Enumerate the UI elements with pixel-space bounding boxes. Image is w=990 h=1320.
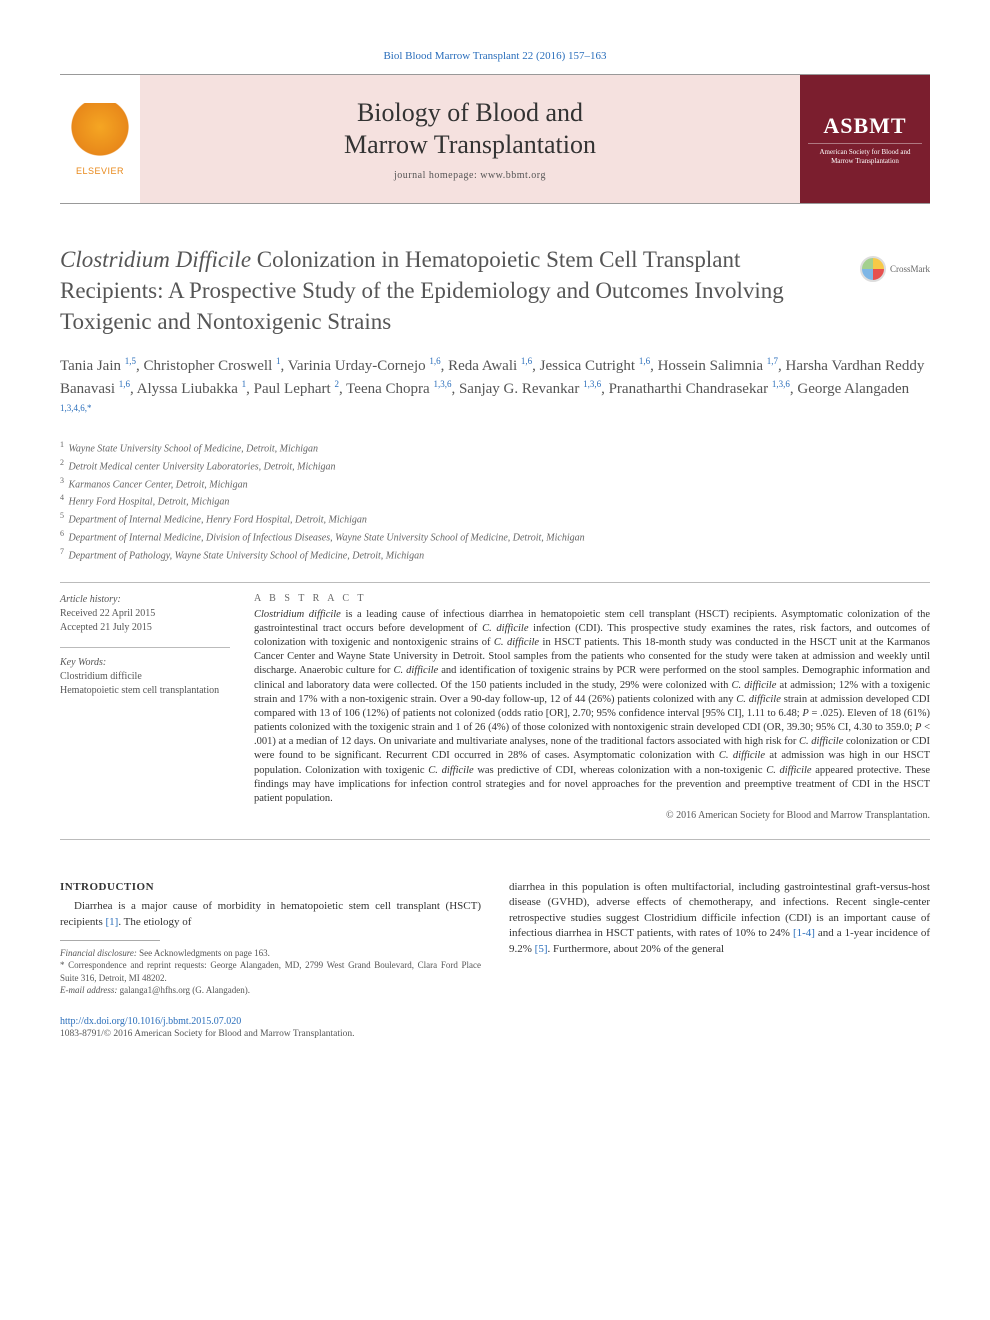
financial-disclosure-label: Financial disclosure: (60, 948, 137, 958)
issn-line: 1083-8791/© 2016 American Society for Bl… (60, 1029, 930, 1039)
affiliation: 1 Wayne State University School of Medic… (60, 439, 930, 457)
journal-title-block: Biology of Blood and Marrow Transplantat… (140, 75, 800, 203)
society-logo-box: ASBMT American Society for Blood and Mar… (800, 75, 930, 203)
journal-name-line1: Biology of Blood and (357, 98, 583, 127)
affiliation: 6 Department of Internal Medicine, Divis… (60, 528, 930, 546)
journal-header: ELSEVIER Biology of Blood and Marrow Tra… (60, 74, 930, 204)
publisher-logo-box: ELSEVIER (60, 75, 140, 203)
email-label: E-mail address: (60, 985, 117, 995)
keywords-label: Key Words: (60, 656, 230, 670)
correspondence-email[interactable]: galanga1@hfhs.org (G. Alangaden). (117, 985, 250, 995)
affiliation: 3 Karmanos Cancer Center, Detroit, Michi… (60, 475, 930, 493)
history-accepted: Accepted 21 July 2015 (60, 621, 230, 635)
abstract-text: Clostridium difficile is a leading cause… (254, 608, 930, 806)
society-acronym: ASBMT (823, 113, 906, 139)
affiliation: 7 Department of Pathology, Wayne State U… (60, 546, 930, 564)
divider (60, 582, 930, 583)
journal-name-line2: Marrow Transplantation (344, 130, 596, 159)
financial-disclosure: See Acknowledgments on page 163. (137, 948, 270, 958)
copyright-line: © 2016 American Society for Blood and Ma… (254, 810, 930, 821)
history-label: Article history: (60, 593, 230, 607)
body-paragraph: diarrhea in this population is often mul… (509, 880, 930, 957)
article-meta: Article history: Received 22 April 2015 … (60, 593, 230, 821)
history-received: Received 22 April 2015 (60, 607, 230, 621)
publisher-name: ELSEVIER (76, 166, 124, 176)
article-title: Clostridium Difficile Colonization in He… (60, 244, 830, 337)
society-subtitle: American Society for Blood and Marrow Tr… (808, 143, 922, 165)
elsevier-logo-icon (70, 103, 130, 163)
divider (60, 839, 930, 840)
affiliation: 4 Henry Ford Hospital, Detroit, Michigan (60, 492, 930, 510)
abstract-heading: A B S T R A C T (254, 593, 930, 604)
crossmark-badge[interactable]: CrossMark (860, 249, 930, 289)
affiliations: 1 Wayne State University School of Medic… (60, 439, 930, 564)
crossmark-label: CrossMark (890, 264, 930, 274)
doi-link[interactable]: http://dx.doi.org/10.1016/j.bbmt.2015.07… (60, 1016, 930, 1027)
keyword: Hematopoietic stem cell transplantation (60, 684, 230, 698)
journal-homepage[interactable]: journal homepage: www.bbmt.org (394, 170, 546, 181)
author-list: Tania Jain 1,5, Christopher Croswell 1, … (60, 355, 930, 425)
citation-line: Biol Blood Marrow Transplant 22 (2016) 1… (60, 50, 930, 62)
crossmark-icon (860, 256, 886, 282)
footnote-rule (60, 940, 160, 941)
affiliation: 2 Detroit Medical center University Labo… (60, 457, 930, 475)
body-paragraph: Diarrhea is a major cause of morbidity i… (60, 899, 481, 930)
journal-name: Biology of Blood and Marrow Transplantat… (344, 97, 596, 159)
divider (60, 647, 230, 648)
correspondence: * Correspondence and reprint requests: G… (60, 959, 481, 983)
keyword: Clostridium difficile (60, 670, 230, 684)
affiliation: 5 Department of Internal Medicine, Henry… (60, 510, 930, 528)
section-heading-introduction: INTRODUCTION (60, 880, 481, 895)
footnotes: Financial disclosure: See Acknowledgment… (60, 947, 481, 996)
